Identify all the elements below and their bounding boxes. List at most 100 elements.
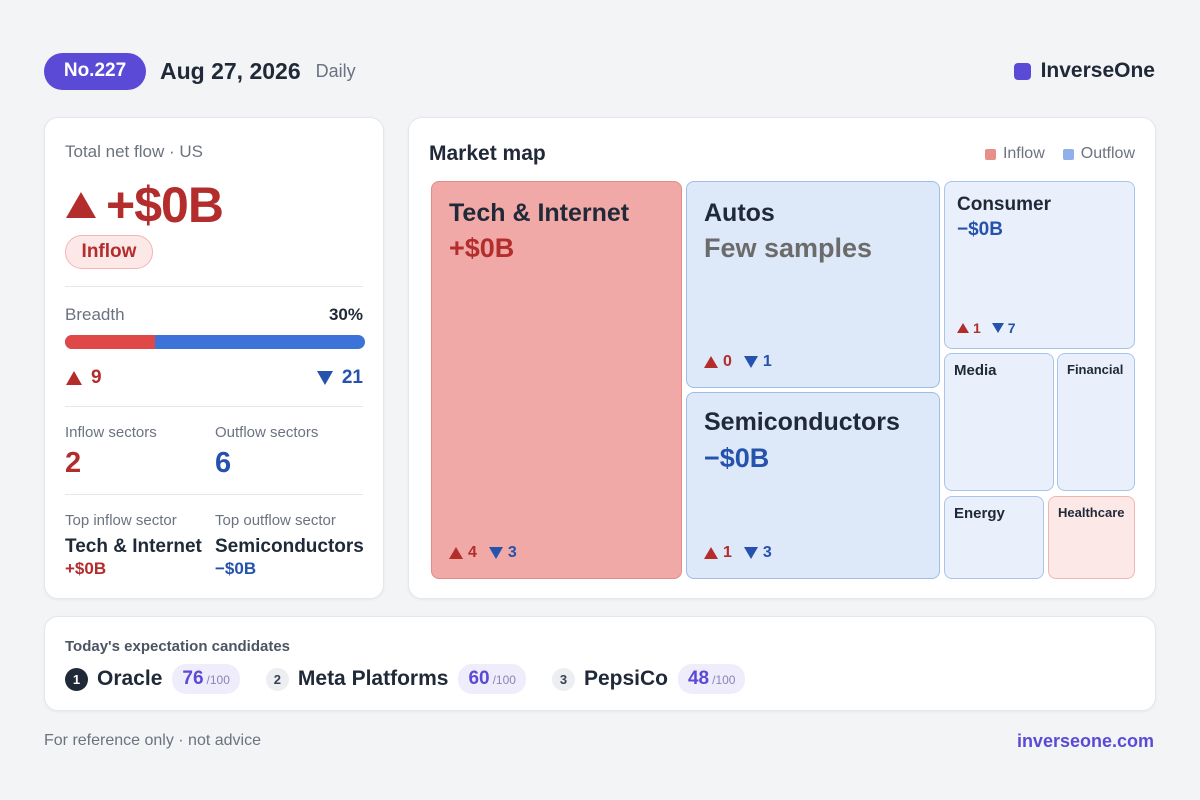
up-count: 9 [66, 367, 102, 389]
summary-card: Total net flow · US +$0B Inflow Breadth … [44, 117, 384, 599]
tile-name: Energy [954, 505, 1005, 522]
down-triangle-icon [991, 323, 1004, 333]
candidate-score: 60 /100 [458, 664, 526, 694]
disclaimer: For reference only · not advice [44, 732, 261, 749]
market-map-card: Market map Inflow Outflow Tech & Interne… [408, 117, 1156, 599]
candidate-rank: 1 [65, 667, 88, 691]
tile-up-count: 0 [723, 353, 732, 370]
candidates-title: Today's expectation candidates [65, 638, 291, 655]
up-triangle-icon [66, 192, 96, 218]
tile-value: Few samples [704, 233, 873, 263]
candidate-score-max: /100 [492, 673, 516, 687]
brand-name: InverseOne [1040, 59, 1155, 82]
tile-value: −$0B [704, 443, 770, 473]
divider [65, 494, 363, 495]
candidate-score-value: 60 [468, 668, 490, 689]
candidate-name: PepsiCo [583, 667, 668, 690]
divider [65, 406, 363, 407]
header: No.227 Aug 27, 2026 Daily InverseOne [44, 51, 1155, 91]
tile-semiconductors[interactable]: Semiconductors −$0B 1 3 [686, 392, 940, 579]
brand-logo-icon [1013, 62, 1031, 80]
tile-financial[interactable]: Financial [1057, 353, 1135, 491]
tile-tech-internet[interactable]: Tech & Internet +$0B 4 3 [431, 181, 682, 579]
tile-name: Financial [1067, 362, 1124, 377]
candidate-score-max: /100 [206, 673, 230, 687]
issue-badge: No.227 [44, 52, 146, 90]
tile-counts: 4 3 [449, 544, 517, 562]
top-outflow-name: Semiconductors [215, 536, 364, 557]
inflow-legend-swatch [984, 148, 996, 160]
brand[interactable]: InverseOne [1013, 59, 1155, 83]
report-date: Aug 27, 2026 [160, 57, 301, 84]
up-count-value: 9 [91, 367, 102, 388]
outflow-sectors-label: Outflow sectors [215, 424, 319, 441]
candidates-list: 1 Oracle 76 /100 2 Meta Platforms 60 /10… [65, 664, 746, 694]
direction-badge: Inflow [65, 235, 153, 269]
total-flow: +$0B [66, 177, 224, 233]
inflow-sectors-label: Inflow sectors [65, 424, 157, 441]
candidate-item[interactable]: 3 PepsiCo 48 /100 [551, 664, 746, 694]
tile-name: Healthcare [1058, 505, 1125, 520]
tile-healthcare[interactable]: Healthcare [1048, 496, 1135, 579]
tile-up-count: 1 [723, 544, 732, 561]
outflow-sectors-value: 6 [215, 447, 232, 479]
divider [65, 286, 363, 287]
tile-autos[interactable]: Autos Few samples 0 1 [686, 181, 940, 388]
inflow-legend-label: Inflow [1002, 145, 1045, 162]
breadth-bar-fill [65, 335, 155, 349]
tile-name: Tech & Internet [449, 199, 630, 227]
up-triangle-icon [449, 547, 463, 559]
site-link[interactable]: inverseone.com [1016, 731, 1154, 751]
inflow-sectors-value: 2 [65, 447, 82, 479]
tile-name: Media [954, 362, 997, 379]
top-inflow-label: Top inflow sector [65, 512, 177, 529]
breadth-label: Breadth [65, 305, 125, 324]
up-triangle-icon [704, 356, 718, 368]
tile-name: Autos [704, 199, 775, 227]
tile-up-count: 1 [973, 320, 981, 336]
candidate-rank: 2 [265, 667, 289, 691]
market-map-title: Market map [429, 142, 546, 165]
candidate-item[interactable]: 2 Meta Platforms 60 /100 [265, 664, 526, 694]
candidate-score: 48 /100 [677, 664, 746, 694]
candidate-name: Oracle [97, 667, 163, 690]
down-count: 21 [316, 367, 363, 389]
total-flow-value: +$0B [106, 177, 224, 233]
down-triangle-icon [316, 371, 333, 385]
top-inflow-value: +$0B [65, 559, 107, 578]
up-triangle-icon [704, 547, 718, 559]
down-triangle-icon [743, 356, 758, 368]
total-flow-label: Total net flow · US [65, 142, 203, 161]
outflow-legend-swatch [1062, 148, 1074, 160]
outflow-legend-label: Outflow [1080, 145, 1135, 162]
tile-energy[interactable]: Energy [944, 496, 1044, 579]
tile-name: Semiconductors [704, 408, 900, 436]
tile-down-count: 3 [762, 544, 772, 561]
down-count-value: 21 [341, 367, 363, 388]
candidate-name: Meta Platforms [297, 667, 449, 690]
down-triangle-icon [743, 547, 758, 559]
tile-counts: 1 3 [704, 544, 772, 562]
tile-counts: 1 7 [957, 320, 1016, 336]
tile-down-count: 3 [507, 544, 517, 561]
candidate-item[interactable]: 1 Oracle 76 /100 [65, 664, 240, 694]
tile-name: Consumer [957, 194, 1051, 215]
candidate-score-max: /100 [712, 673, 736, 687]
candidate-rank: 3 [551, 667, 575, 691]
candidate-score-value: 48 [687, 668, 710, 689]
tile-value: +$0B [449, 233, 515, 263]
top-outflow-label: Top outflow sector [215, 512, 336, 529]
tile-down-count: 7 [1007, 320, 1016, 336]
market-map-legend: Inflow Outflow [984, 145, 1135, 163]
down-triangle-icon [488, 547, 503, 559]
top-outflow-value: −$0B [215, 559, 257, 578]
tile-media[interactable]: Media [944, 353, 1054, 491]
candidate-score-value: 76 [182, 668, 204, 689]
tile-value: −$0B [957, 219, 1003, 240]
top-inflow-name: Tech & Internet [65, 536, 202, 557]
tile-up-count: 4 [468, 544, 477, 561]
report-period: Daily [315, 60, 356, 81]
tile-consumer[interactable]: Consumer −$0B 1 7 [944, 181, 1135, 349]
tile-down-count: 1 [762, 353, 772, 370]
candidate-score: 76 /100 [172, 664, 240, 694]
